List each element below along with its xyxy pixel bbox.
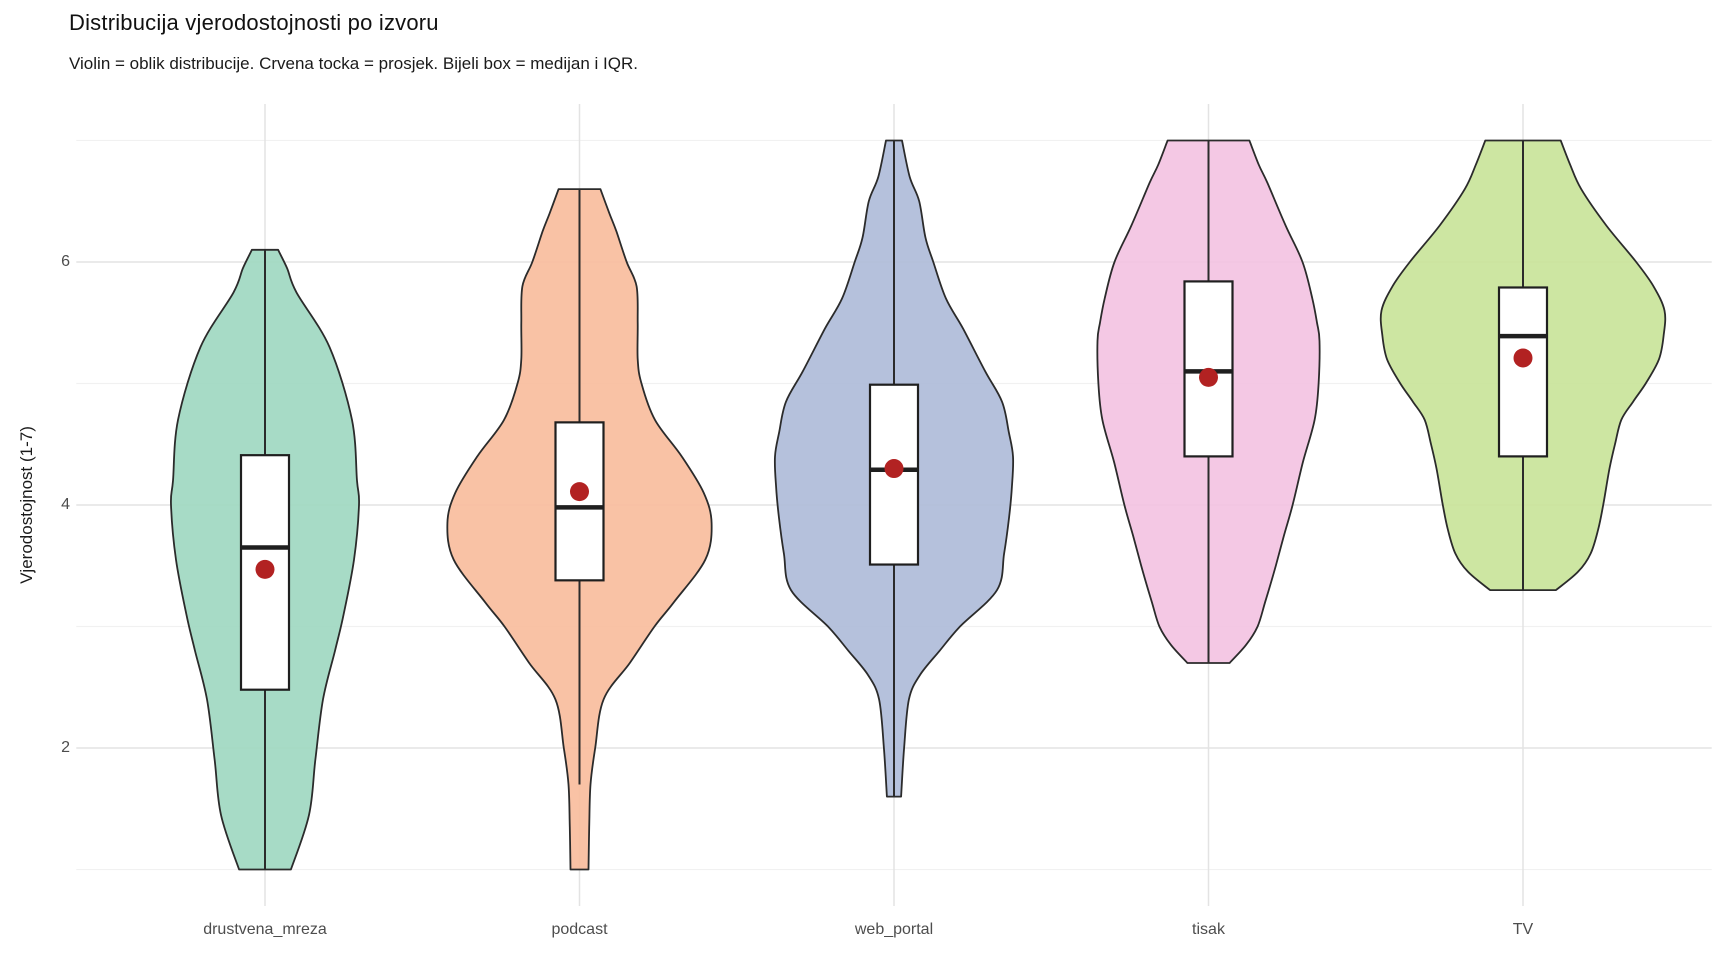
iqr-box-TV: [1497, 286, 1549, 458]
mean-point-drustvena_mreza: [255, 559, 275, 579]
chart-subtitle: Violin = oblik distribucije. Crvena tock…: [69, 54, 638, 73]
y-tick-label-4: 4: [61, 496, 70, 513]
y-tick-label-2: 2: [61, 739, 70, 757]
mean-point-TV: [1513, 348, 1533, 368]
x-tick-label-tv: TV: [1512, 921, 1534, 938]
chart-title: Distribucija vjerodostojnosti po izvoru: [69, 10, 439, 35]
x-tick-label-podcast: podcast: [551, 921, 608, 938]
x-tick-label-drustvena-mreza: drustvena_mreza: [203, 921, 327, 938]
x-tick-label-web-portal: web_portal: [854, 921, 934, 938]
mean-point-podcast: [570, 482, 589, 502]
x-tick-label-tisak: tisak: [1192, 921, 1225, 938]
mean-point-web_portal: [884, 459, 904, 479]
y-tick-label-6: 6: [61, 252, 70, 270]
iqr-box-podcast: [554, 421, 605, 582]
mean-point-tisak: [1199, 367, 1218, 387]
